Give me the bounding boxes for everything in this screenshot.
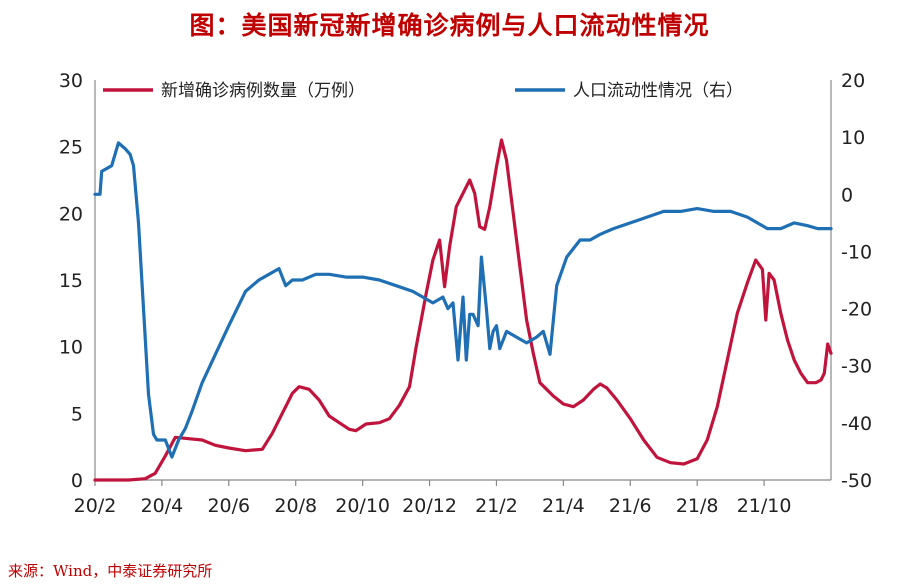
right-tick-label: 20 <box>841 70 865 92</box>
legend-label: 新增确诊病例数量（万例） <box>161 81 365 101</box>
x-tick-label: 21/10 <box>737 495 792 517</box>
right-tick-label: -40 <box>841 413 872 435</box>
right-tick-label: -20 <box>841 299 872 321</box>
x-tick-label: 20/10 <box>335 495 390 517</box>
source-note: 来源：Wind，中泰证券研究所 <box>8 562 213 580</box>
x-tick-label: 20/4 <box>141 495 184 517</box>
x-tick-label: 21/4 <box>542 495 585 517</box>
x-tick-label: 21/2 <box>475 495 518 517</box>
right-tick-label: -10 <box>841 241 872 263</box>
legend: 新增确诊病例数量（万例） 人口流动性情况（右） <box>103 81 743 101</box>
x-tick-label: 20/6 <box>207 495 250 517</box>
chart-axes <box>94 80 832 481</box>
series-line-mobility <box>93 141 833 459</box>
x-tick-label: 20/12 <box>402 495 457 517</box>
right-tick-label: 0 <box>841 184 853 206</box>
right-tick-label: 10 <box>841 127 865 149</box>
series-lines <box>93 138 833 482</box>
left-tick-label: 30 <box>59 70 83 92</box>
left-tick-label: 0 <box>71 470 83 492</box>
x-tick-label: 20/2 <box>74 495 117 517</box>
legend-label: 人口流动性情况（右） <box>573 81 743 101</box>
x-tick-label: 20/8 <box>274 495 317 517</box>
x-tick-label: 21/6 <box>609 495 652 517</box>
left-tick-label: 20 <box>59 203 83 225</box>
left-axis-ticks: 0 5 10 15 20 25 30 <box>59 70 83 492</box>
right-axis-ticks: -50 -40 -30 -20 -10 0 10 20 <box>841 70 872 492</box>
x-axis-ticks: 20/2 20/4 20/6 20/8 20/10 20/12 21/2 21/4 21/6 21… <box>74 480 792 517</box>
x-tick-label: 21/8 <box>676 495 719 517</box>
left-tick-label: 25 <box>59 137 83 159</box>
left-tick-label: 15 <box>59 270 83 292</box>
left-tick-label: 10 <box>59 337 83 359</box>
left-tick-label: 5 <box>71 403 83 425</box>
chart-title: 图：美国新冠新增确诊病例与人口流动性情况 <box>189 11 710 40</box>
right-tick-label: -50 <box>841 470 872 492</box>
right-tick-label: -30 <box>841 356 872 378</box>
series-line-new-cases <box>93 138 833 482</box>
